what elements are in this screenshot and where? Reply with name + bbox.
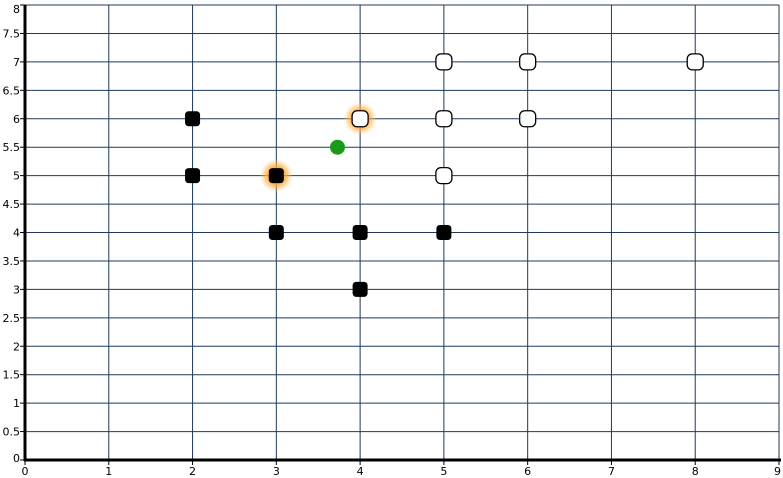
y-tick-label-2: 1 [13, 397, 20, 410]
point-filled-square-4 [352, 225, 368, 240]
y-tick-label-16: 8 [13, 3, 20, 16]
x-tick-label-0: 0 [22, 465, 29, 478]
x-tick-label-9: 9 [774, 465, 781, 478]
point-hollow-square-5 [519, 110, 537, 128]
point-hollow-square-3 [351, 110, 369, 128]
y-tick-label-9: 4.5 [3, 198, 21, 211]
y-tick-label-3: 1.5 [3, 369, 21, 382]
y-tick-label-1: 0.5 [3, 426, 21, 439]
y-tick-label-10: 5 [13, 170, 20, 183]
point-filled-square-5 [436, 225, 452, 240]
axes [20, 4, 781, 465]
y-tick-label-8: 4 [13, 227, 20, 240]
point-filled-square-1 [185, 168, 201, 184]
point-hollow-square-0 [435, 53, 453, 71]
x-tick-label-5: 5 [440, 465, 447, 478]
point-hollow-square-4 [435, 110, 453, 128]
x-tick-label-3: 3 [273, 465, 280, 478]
x-tick-label-4: 4 [357, 465, 364, 478]
point-filled-square-0 [185, 111, 201, 127]
y-tick-label-14: 7 [13, 56, 20, 69]
point-hollow-square-2 [686, 53, 704, 71]
x-tick-label-7: 7 [608, 465, 615, 478]
y-tick-label-13: 6.5 [3, 84, 21, 97]
data-points [185, 53, 704, 297]
x-tick-label-1: 1 [105, 465, 112, 478]
point-filled-square-6 [352, 281, 368, 297]
tick-labels: 0 1 2 3 4 5 6 7 8 9 0 0.5 1 1.5 2 2.5 3 3.5 4 4.5 5 5.5 6 6.5 7 7… [3, 3, 782, 478]
y-tick-label-4: 2 [13, 340, 20, 353]
grid-lines [24, 4, 780, 461]
point-filled-square-3 [268, 225, 284, 240]
y-tick-label-15: 7.5 [3, 27, 21, 40]
point-filled-square-2 [268, 168, 284, 184]
y-tick-label-12: 6 [13, 113, 20, 126]
y-tick-label-7: 3.5 [3, 255, 21, 268]
x-tick-label-6: 6 [524, 465, 531, 478]
y-tick-label-6: 3 [13, 283, 20, 296]
y-tick-label-5: 2.5 [3, 312, 21, 325]
y-tick-label-11: 5.5 [3, 141, 21, 154]
point-circle-0 [329, 139, 345, 155]
x-tick-label-2: 2 [189, 465, 196, 478]
x-tick-label-8: 8 [692, 465, 699, 478]
point-hollow-square-1 [519, 53, 537, 71]
point-hollow-square-6 [435, 166, 453, 185]
y-tick-label-0: 0 [13, 452, 20, 465]
